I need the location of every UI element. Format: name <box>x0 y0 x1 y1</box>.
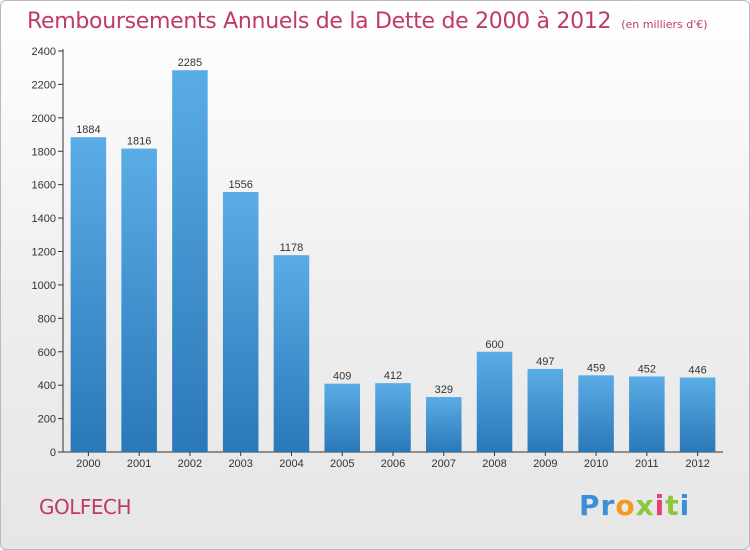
y-tick-label: 1600 <box>32 180 56 192</box>
commune-name: GOLFECH <box>39 495 132 519</box>
bar-2002 <box>172 70 208 452</box>
y-tick-label: 600 <box>38 347 56 359</box>
logo-letter: i <box>654 489 666 522</box>
y-tick-label: 1400 <box>32 213 56 225</box>
x-tick-label: 2012 <box>685 458 709 470</box>
data-label-2001: 1816 <box>127 136 151 148</box>
bar-2000 <box>70 137 107 452</box>
chart-title-text: Remboursements Annuels de la Dette de 20… <box>27 9 612 34</box>
x-tick-label: 2006 <box>381 458 405 470</box>
bar-2003 <box>222 192 259 453</box>
data-label-2003: 1556 <box>228 179 252 191</box>
y-tick-label: 2200 <box>32 79 56 91</box>
y-tick-label: 800 <box>38 313 56 325</box>
logo-letter: r <box>600 489 616 522</box>
x-tick-label: 2000 <box>76 458 100 470</box>
bar-2004 <box>273 255 310 452</box>
y-tick-label: 0 <box>50 447 56 459</box>
data-label-2004: 1178 <box>280 242 304 254</box>
x-tick-label: 2011 <box>635 458 659 470</box>
bar-2007 <box>426 397 462 452</box>
x-tick-label: 2002 <box>178 458 202 470</box>
bar-2006 <box>375 383 411 452</box>
y-tick-label: 1200 <box>32 247 56 259</box>
data-label-2012: 446 <box>688 364 706 376</box>
data-label-2008: 600 <box>485 339 503 351</box>
x-tick-label: 2009 <box>533 458 557 470</box>
y-tick-label: 2400 <box>32 46 56 58</box>
logo-letter: o <box>615 489 636 522</box>
y-tick-label: 1000 <box>32 280 56 292</box>
x-tick-label: 2001 <box>127 458 151 470</box>
proxiti-logo: Proxiti <box>579 489 690 522</box>
chart-title: Remboursements Annuels de la Dette de 20… <box>27 9 708 34</box>
x-tick-label: 2007 <box>432 458 456 470</box>
x-tick-label: 2008 <box>482 458 506 470</box>
bar-2012 <box>679 377 716 452</box>
x-tick-label: 2004 <box>279 458 303 470</box>
x-axis: 2000 2001 2002 2003 2004 2005 2006 2007 2008 2009… <box>63 451 723 470</box>
data-label-2009: 497 <box>536 356 554 368</box>
data-label-2005: 409 <box>333 371 351 383</box>
chart-unit: (en milliers d'€) <box>621 18 708 31</box>
x-tick-label: 2003 <box>228 458 252 470</box>
bars <box>70 70 716 453</box>
logo-letter: P <box>579 489 601 522</box>
y-tick-label: 200 <box>38 414 56 426</box>
bar-2001 <box>121 148 157 452</box>
x-tick-label: 2005 <box>330 458 354 470</box>
logo-letter: i <box>679 489 691 522</box>
bar-2008 <box>476 351 513 452</box>
y-tick-label: 1800 <box>32 146 56 158</box>
x-tick-label: 2010 <box>584 458 608 470</box>
data-label-2010: 459 <box>587 362 605 374</box>
y-tick-label: 400 <box>38 380 56 392</box>
data-label-2006: 412 <box>384 370 402 382</box>
data-label-2000: 1884 <box>76 124 100 136</box>
y-axis: 0 200 400 600 800 1000 1200 1400 1600 1800 2000 220… <box>32 46 64 459</box>
bar-2009 <box>527 368 564 452</box>
bar-2005 <box>324 383 360 452</box>
data-label-2002: 2285 <box>178 57 202 69</box>
data-label-2007: 329 <box>435 384 453 396</box>
bar-2011 <box>629 376 665 452</box>
logo-letter: x <box>635 489 655 522</box>
data-labels: 1884 1816 2285 1556 1178 409 412 329 600 497 459 45… <box>76 57 707 396</box>
data-label-2011: 452 <box>638 363 656 375</box>
bar-2010 <box>578 375 614 452</box>
y-tick-label: 2000 <box>32 113 56 125</box>
logo-letter: t <box>665 489 680 522</box>
